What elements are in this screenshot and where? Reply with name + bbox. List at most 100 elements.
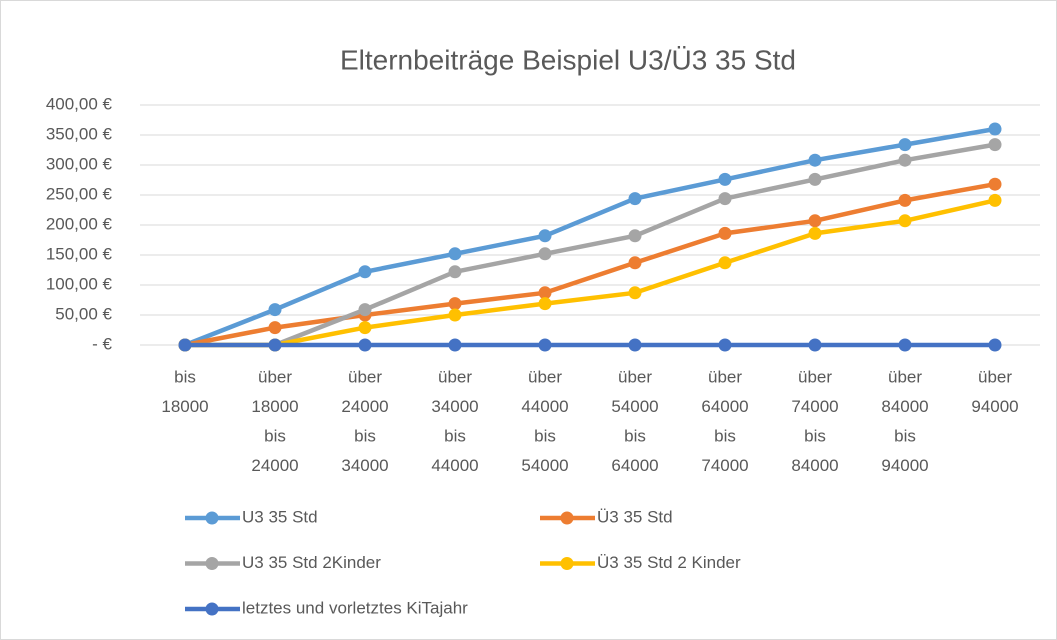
legend-label: letztes und vorletztes KiTajahr <box>242 598 468 617</box>
data-point <box>808 226 822 240</box>
y-tick-label: 100,00 € <box>46 274 113 293</box>
data-point <box>718 256 732 270</box>
x-tick-label: 84000 <box>791 456 838 475</box>
x-tick-label: über <box>888 367 922 386</box>
data-point <box>358 338 372 352</box>
legend-marker <box>205 602 219 616</box>
data-point <box>898 153 912 167</box>
x-tick-label: 24000 <box>251 456 298 475</box>
x-tick-label: bis <box>714 426 736 445</box>
data-point <box>988 138 1002 152</box>
y-tick-label: 250,00 € <box>46 184 113 203</box>
data-point <box>898 338 912 352</box>
data-point <box>898 214 912 228</box>
data-point <box>268 338 282 352</box>
x-tick-label: über <box>978 367 1012 386</box>
data-point <box>268 303 282 317</box>
x-tick-label: über <box>348 367 382 386</box>
x-tick-label: 64000 <box>701 397 748 416</box>
data-point <box>628 256 642 270</box>
chart-title: Elternbeiträge Beispiel U3/Ü3 35 Std <box>340 44 796 75</box>
x-tick-label: über <box>618 367 652 386</box>
data-point <box>898 138 912 152</box>
data-point <box>628 229 642 243</box>
data-point <box>268 321 282 335</box>
x-tick-label: über <box>258 367 292 386</box>
data-point <box>538 229 552 243</box>
data-point <box>898 193 912 207</box>
data-point <box>448 265 462 279</box>
series-line <box>184 181 996 348</box>
data-point <box>538 297 552 311</box>
x-tick-label: bis <box>354 426 376 445</box>
data-point <box>988 122 1002 136</box>
legend-marker <box>560 557 574 570</box>
data-point <box>718 338 732 352</box>
legend-label: U3 35 Std 2Kinder <box>242 553 381 572</box>
x-tick-label: 24000 <box>341 397 388 416</box>
x-tick-label: bis <box>894 426 916 445</box>
x-tick-label: 34000 <box>431 397 478 416</box>
data-point <box>448 247 462 261</box>
x-tick-label: 18000 <box>161 397 208 416</box>
y-tick-label: 150,00 € <box>46 244 113 263</box>
x-tick-label: bis <box>264 426 286 445</box>
data-point <box>628 338 642 352</box>
data-point <box>808 338 822 352</box>
legend-marker <box>205 511 219 525</box>
data-point <box>448 297 462 311</box>
legend-marker <box>205 557 219 570</box>
data-point <box>808 172 822 186</box>
data-point <box>808 153 822 167</box>
data-point <box>358 303 372 317</box>
series-line <box>184 126 996 348</box>
x-tick-label: 64000 <box>611 456 658 475</box>
data-point <box>988 338 1002 352</box>
series-line <box>185 142 996 348</box>
x-tick-label: über <box>798 367 832 386</box>
x-tick-label: 84000 <box>881 397 928 416</box>
data-point <box>628 192 642 206</box>
x-tick-label: 94000 <box>881 456 928 475</box>
x-tick-label: bis <box>624 426 646 445</box>
x-tick-label: 94000 <box>971 397 1018 416</box>
x-tick-label: 18000 <box>251 397 298 416</box>
data-point <box>718 172 732 186</box>
data-point <box>538 247 552 261</box>
y-tick-label: 50,00 € <box>55 304 112 323</box>
x-tick-label: über <box>708 367 742 386</box>
data-point <box>808 214 822 228</box>
data-point <box>178 338 192 352</box>
data-point <box>628 286 642 300</box>
data-point <box>988 193 1002 207</box>
data-point <box>718 226 732 240</box>
y-tick-label: 350,00 € <box>46 124 113 143</box>
y-tick-label: - € <box>92 334 112 353</box>
x-tick-label: 44000 <box>431 456 478 475</box>
x-tick-label: bis <box>804 426 826 445</box>
y-tick-label: 200,00 € <box>46 214 113 233</box>
x-tick-label: 54000 <box>611 397 658 416</box>
legend-label: Ü3 35 Std <box>597 507 673 526</box>
x-tick-label: 74000 <box>701 456 748 475</box>
data-point <box>448 338 462 352</box>
x-tick-label: 54000 <box>521 456 568 475</box>
y-tick-label: 400,00 € <box>46 94 113 113</box>
legend-marker <box>560 511 574 525</box>
data-point <box>718 192 732 206</box>
x-tick-label: bis <box>534 426 556 445</box>
data-point <box>358 321 372 335</box>
x-tick-label: 44000 <box>521 397 568 416</box>
data-point <box>538 338 552 352</box>
data-point <box>358 265 372 279</box>
x-tick-label: 74000 <box>791 397 838 416</box>
data-point <box>538 286 552 300</box>
x-tick-label: bis <box>174 367 196 386</box>
legend-label: U3 35 Std <box>242 507 318 526</box>
data-point <box>448 308 462 322</box>
y-tick-label: 300,00 € <box>46 154 113 173</box>
x-tick-label: über <box>438 367 472 386</box>
series-line <box>185 198 996 348</box>
